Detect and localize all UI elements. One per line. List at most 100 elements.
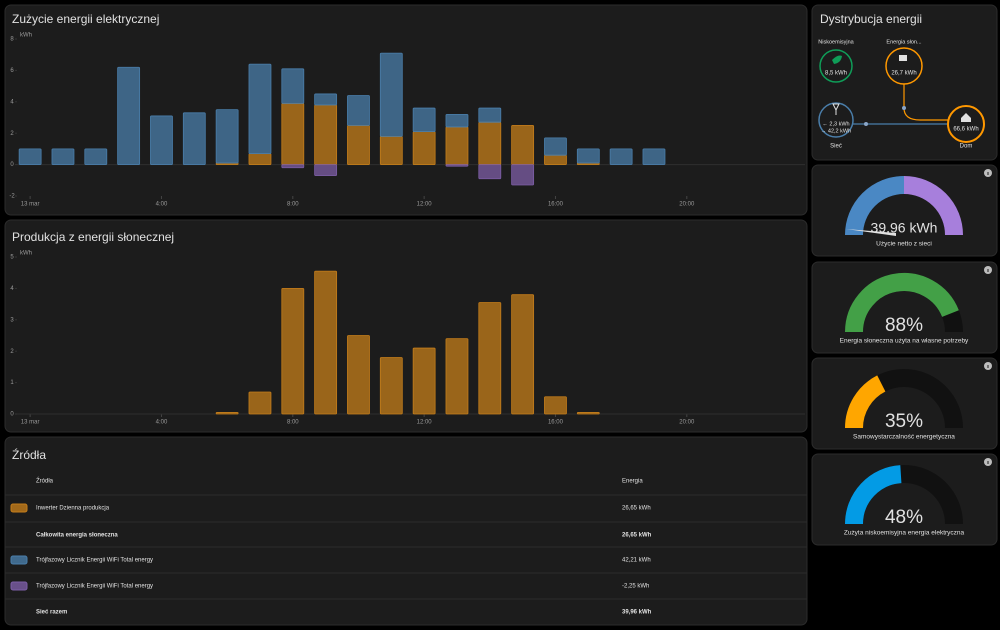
swatch (10, 555, 28, 565)
bar (478, 302, 502, 415)
bar (544, 154, 567, 165)
gauge-segment (903, 176, 963, 236)
gauge-label: Samowystarczalność energetyczna (853, 434, 955, 441)
x-tick-label: 4:00 (156, 202, 168, 208)
solar-card (4, 219, 808, 433)
source-energy: 26,65 kWh (622, 506, 651, 512)
gauge-value (845, 465, 902, 525)
bar (445, 338, 469, 415)
x-tick-label: 12:00 (417, 420, 433, 426)
x-tick-label: 16:00 (548, 202, 564, 208)
x-tick-label: 13 mar (21, 420, 40, 426)
card-title: Produkcja z energii słonecznej (12, 230, 174, 244)
source-energy: 39,96 kWh (622, 610, 652, 616)
node-label: Sieć (830, 144, 842, 150)
bar (379, 357, 403, 415)
y-tick-label: 0 (10, 162, 14, 168)
y-tick-label: 1 (10, 380, 14, 386)
bar (511, 164, 535, 186)
gauge-label: Energia słoneczna użyta na własne potrze… (840, 338, 969, 345)
y-tick-label: 0 (10, 412, 14, 418)
unit-label: kWh (20, 33, 32, 39)
bar (84, 148, 108, 165)
bar (445, 113, 469, 128)
bar (412, 347, 436, 415)
column-header: Energia (622, 479, 643, 485)
bar (314, 93, 338, 106)
gauge-segment (845, 176, 905, 236)
node-label: Niskoemisyjna (818, 39, 854, 45)
card-title: Dystrybucja energii (820, 12, 922, 26)
y-tick-label: 2 (10, 349, 14, 355)
card-title: Źródła (12, 447, 46, 462)
bar (314, 104, 338, 166)
source-name: Sieć razem (36, 610, 67, 616)
bar (314, 270, 338, 415)
y-tick-label: 2 (10, 131, 14, 137)
column-header: Źródła (36, 478, 54, 485)
source-energy: 26,65 kWh (622, 533, 652, 539)
bar (182, 112, 206, 166)
x-tick-label: 13 mar (21, 202, 40, 208)
bar (18, 148, 42, 165)
grid-node (818, 102, 854, 138)
swatch (10, 503, 28, 513)
bar (347, 95, 370, 126)
gauge-value-label: 35% (885, 411, 923, 432)
y-tick-label: 3 (10, 317, 14, 323)
y-tick-label: 4 (10, 286, 14, 292)
y-tick-label: -2 (9, 194, 15, 200)
gauge-value (845, 273, 959, 333)
node-label: Dom (960, 144, 973, 150)
gauge-value-label: 39,96 kWh (871, 220, 938, 236)
y-tick-label: 8 (10, 37, 14, 43)
bar (248, 391, 272, 415)
bar (642, 148, 666, 165)
bar (248, 63, 272, 155)
source-name: Trójfazowy Licznik Energii WiFi Total en… (36, 558, 153, 564)
bar (281, 164, 305, 169)
bar (478, 121, 502, 165)
home-icon (961, 113, 971, 122)
bar (215, 412, 239, 415)
bar (281, 102, 305, 166)
flow-dot (902, 106, 906, 110)
bar (478, 164, 502, 180)
node-value: 8,5 kWh (825, 71, 847, 77)
node-value: 26,7 kWh (891, 71, 916, 77)
source-name: Inwerter Dzienna produkcja (36, 506, 110, 512)
x-tick-label: 16:00 (548, 420, 564, 426)
leaf-icon (832, 55, 842, 64)
source-name: Całkowita energia słoneczna (36, 533, 118, 539)
grid-icon (832, 103, 840, 115)
source-name: Trójfazowy Licznik Energii WiFi Total en… (36, 584, 153, 590)
flow-dot (864, 122, 868, 126)
bar (51, 148, 75, 165)
bar (150, 115, 173, 165)
gauge-value (845, 375, 886, 429)
bar (412, 107, 436, 133)
sources-card (4, 436, 808, 626)
x-tick-label: 20:00 (679, 420, 695, 426)
bar (478, 107, 502, 123)
bar (511, 124, 535, 165)
bar (445, 126, 469, 165)
card-title: Zużycie energii elektrycznej (12, 12, 159, 26)
bar (314, 164, 338, 176)
bar (445, 164, 469, 167)
bar (281, 287, 305, 415)
low-carbon-node (819, 49, 853, 83)
unit-label: kWh (20, 251, 32, 257)
swatch (10, 581, 28, 591)
solar-node (885, 47, 923, 85)
bar (412, 131, 436, 166)
node-label: Energia słon... (886, 39, 922, 45)
bar (379, 52, 403, 137)
gauge-label: Użycie netto z sieci (876, 241, 932, 248)
bar (347, 335, 370, 415)
bar (117, 66, 141, 165)
bar (379, 135, 403, 165)
source-energy: -2,25 kWh (622, 584, 649, 590)
bar (248, 153, 272, 166)
